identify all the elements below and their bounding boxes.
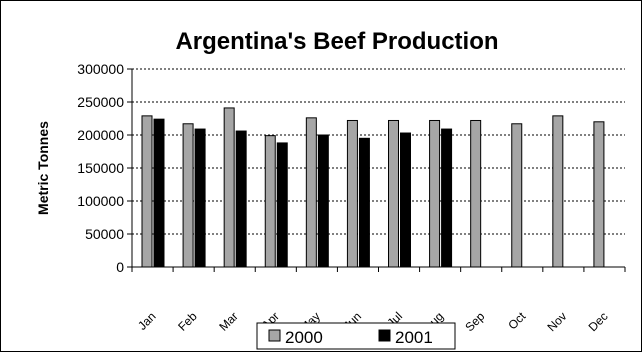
bar-2001-feb [194,128,206,268]
x-tick-label-oct: Oct [505,309,529,333]
bar-2000-nov [552,115,564,268]
y-tick-label-150000: 150000 [77,160,124,176]
bar-2000-jul [388,119,399,268]
bar-2001-jun [358,137,370,268]
chart-title: Argentina's Beef Production [175,28,498,55]
bar-2001-jan [153,118,165,268]
x-tick-label-dec: Dec [586,309,611,334]
bar-2000-jan [141,115,153,268]
y-tick-label-0: 0 [116,259,124,275]
legend-label-2001: 2001 [395,328,433,347]
bar-2000-apr [264,135,276,268]
y-axis-label: Metric Tonnes [35,121,51,215]
bar-2000-dec [593,121,605,268]
legend-box [256,322,456,350]
bar-2000-feb [182,123,194,268]
x-tick-label-nov: Nov [545,309,570,334]
legend: 2000 2001 [256,322,456,350]
legend-swatch-2001 [378,329,391,342]
bar-2000-aug [429,119,441,268]
legend-label-2000: 2000 [285,328,323,347]
x-tick-label-feb: Feb [175,309,200,334]
y-tick-label-300000: 300000 [77,61,124,77]
bar-2001-aug [441,128,453,268]
legend-swatch-2000 [268,329,281,342]
bar-2001-jul [400,132,411,268]
x-tick-label-mar: Mar [216,309,241,334]
bar-2000-sep [470,119,482,268]
bar-2000-oct [511,123,523,268]
bars-group [141,107,605,268]
y-tick-label-200000: 200000 [77,127,124,143]
x-tick-label-jan: Jan [135,309,159,333]
bar-2001-mar [235,130,247,268]
y-tick-label-50000: 50000 [85,226,124,242]
y-tick-labels: 0 50000 100000 150000 200000 250000 300000 [77,61,124,275]
bar-2001-may [317,134,329,268]
bar-2000-mar [223,107,235,268]
bar-2000-jun [346,119,358,268]
bar-2000-may [305,117,317,268]
y-tick-label-250000: 250000 [77,94,124,110]
y-tick-label-100000: 100000 [77,193,124,209]
x-tick-label-sep: Sep [462,309,487,334]
axes-group [127,68,626,272]
bar-2001-apr [276,142,288,268]
gridlines [132,68,625,235]
